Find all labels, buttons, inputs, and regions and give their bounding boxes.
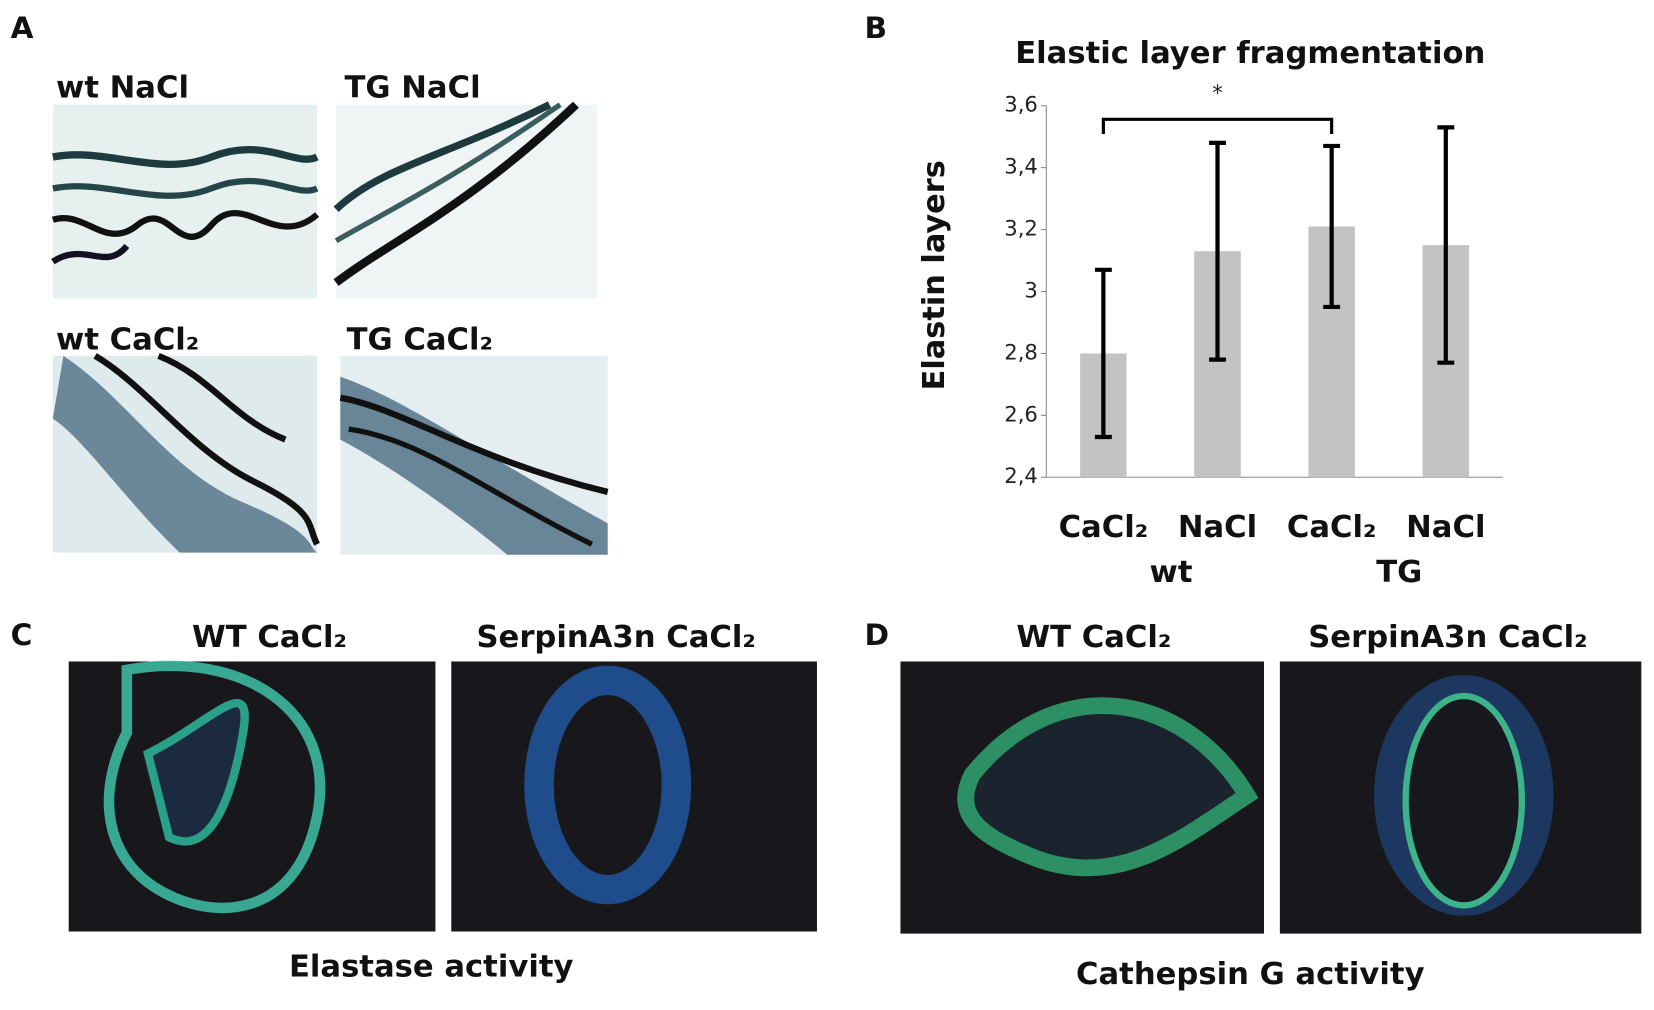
image-caption: WT CaCl₂ xyxy=(192,620,347,655)
panel-letter: B xyxy=(865,11,888,45)
image-caption: wt CaCl₂ xyxy=(56,323,199,358)
y-axis-label: Elastin layers xyxy=(917,160,952,390)
image-caption: wt NaCl xyxy=(56,71,189,106)
micrograph xyxy=(339,355,609,555)
panel-letter: C xyxy=(11,618,33,652)
group-label: TG xyxy=(1376,555,1422,590)
panel-letter: A xyxy=(11,11,34,45)
significance-bracket xyxy=(1101,117,1334,134)
image-caption: WT CaCl₂ xyxy=(1016,620,1171,655)
panel-letter: D xyxy=(865,618,890,652)
fluorescence-image xyxy=(900,661,1265,934)
y-tick-label: 3,2 xyxy=(1004,216,1038,241)
image-caption: TG NaCl xyxy=(345,71,481,106)
micrograph xyxy=(52,352,320,553)
y-tick-label: 3,6 xyxy=(1004,92,1038,117)
fluorescence-image xyxy=(68,660,436,932)
y-tick-label: 2,4 xyxy=(1004,463,1038,488)
y-tick-label: 3,4 xyxy=(1004,154,1038,179)
significance-label: * xyxy=(1212,80,1223,105)
y-tick-label: 2,6 xyxy=(1004,401,1038,426)
chart-title: Elastic layer fragmentation xyxy=(1015,36,1485,71)
y-tick-label: 2,8 xyxy=(1004,339,1038,364)
fluorescence-image xyxy=(451,661,817,932)
panel-footer: Elastase activity xyxy=(289,950,574,985)
x-tick-label: CaCl₂ xyxy=(1287,510,1377,545)
micrograph xyxy=(333,101,598,299)
image-caption: SerpinA3n CaCl₂ xyxy=(476,620,755,655)
panel-footer: Cathepsin G activity xyxy=(1076,957,1425,992)
group-label: wt xyxy=(1150,555,1193,590)
image-caption: SerpinA3n CaCl₂ xyxy=(1308,620,1587,655)
bar-chart: Elastic layer fragmentation Elastin laye… xyxy=(917,36,1503,590)
x-tick-label: NaCl xyxy=(1178,510,1257,545)
x-tick-label: NaCl xyxy=(1406,510,1485,545)
x-tick-label: CaCl₂ xyxy=(1059,510,1149,545)
micrograph xyxy=(51,104,320,299)
y-tick-label: 3 xyxy=(1024,278,1037,303)
image-caption: TG CaCl₂ xyxy=(347,323,493,358)
fluorescence-image xyxy=(1279,661,1642,934)
